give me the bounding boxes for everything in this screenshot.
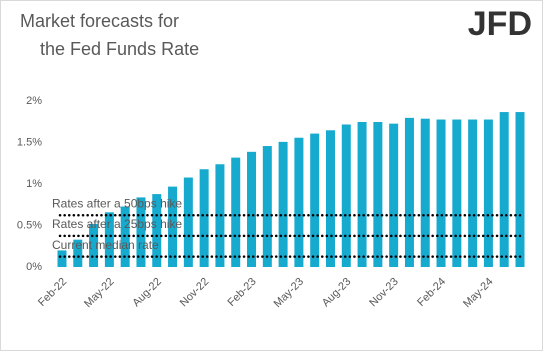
y-tick-label: 1% [26,178,42,190]
bar [341,124,351,267]
chart-title: Market forecasts for the Fed Funds Rate [20,11,199,59]
bar [294,137,304,267]
reference-label: Rates after a 25bps hike [52,217,182,231]
bar [278,141,288,267]
bar [73,239,83,267]
bar [247,151,257,267]
bar [389,123,399,268]
bar [420,118,430,267]
bar [483,119,493,267]
bar [231,157,241,267]
bar [199,169,209,267]
bar [262,146,272,267]
bar [310,133,320,267]
y-tick-label: 1.5% [17,137,42,149]
bar [373,122,383,267]
bar [325,130,335,267]
bar [499,112,509,267]
bar [357,122,367,267]
bar [104,212,114,267]
bar [404,117,414,267]
bar [436,119,446,267]
reference-label: Current median rate [52,238,159,252]
bar [468,119,478,267]
bar [168,186,178,267]
bar [89,223,99,267]
bar [515,112,525,267]
y-tick-label: 0.5% [17,219,42,231]
reference-label: Rates after a 50bps hike [52,196,182,210]
bar [452,119,462,267]
logo: JFD [468,5,532,43]
y-tick-label: 2% [26,95,42,107]
bar [57,250,67,267]
bar [152,194,162,267]
y-tick-label: 0% [26,261,42,273]
bar [136,197,146,267]
bar [183,177,193,267]
